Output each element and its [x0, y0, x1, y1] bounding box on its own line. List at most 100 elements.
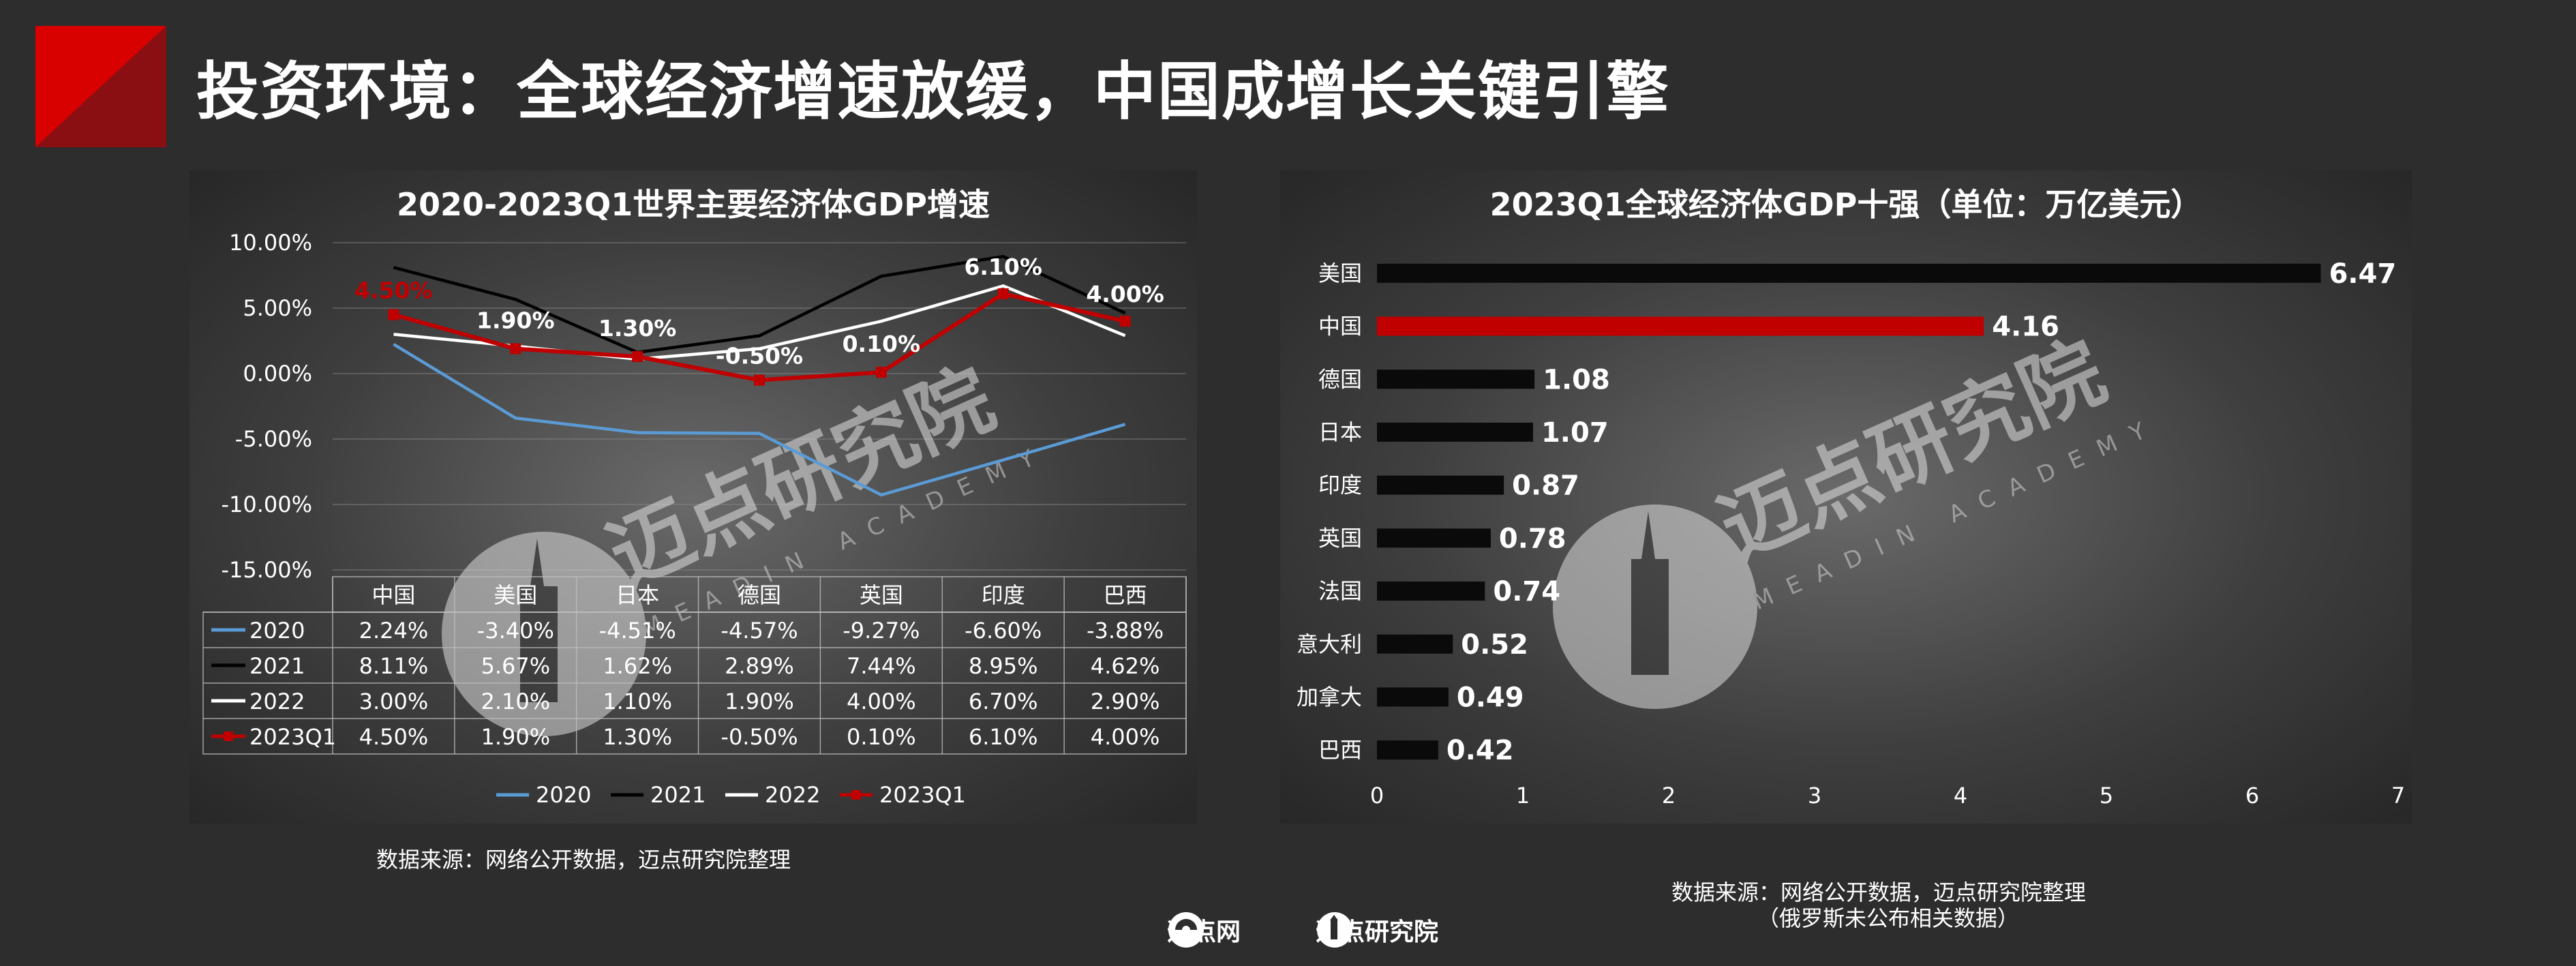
academy-logo-icon — [1317, 912, 1352, 948]
bar-德国 — [1377, 369, 1535, 389]
table-cell: -3.40% — [477, 618, 554, 644]
gdp-growth-chart-panel: 2020-2023Q1世界主要经济体GDP增速 10.00% 5.00% 0.00%… — [190, 170, 1197, 824]
y-tick-label: -5.00% — [235, 426, 312, 452]
x-tick-label: 3 — [1808, 783, 1821, 809]
data-label-2023q1: 4.50% — [354, 277, 433, 304]
y-tick-label: 0.00% — [243, 361, 312, 387]
legend-label: 2020 — [536, 782, 591, 808]
bar-value-label: 0.52 — [1461, 629, 1528, 661]
data-point-2023q1 — [997, 288, 1009, 299]
data-label-2023q1: 1.90% — [476, 307, 555, 334]
bar-value-label: 6.47 — [2329, 258, 2397, 290]
data-label-2023q1: 6.10% — [964, 254, 1042, 280]
x-tick-label: 0 — [1370, 783, 1384, 809]
y-category-label: 英国 — [1318, 525, 1362, 551]
y-tick-label: -10.00% — [221, 492, 312, 517]
x-tick-label: 6 — [2245, 783, 2259, 809]
legend-label: 2021 — [650, 782, 706, 808]
table-cell: -0.50% — [721, 724, 798, 750]
y-category-label: 巴西 — [1318, 737, 1362, 763]
table-cell: 3.00% — [359, 689, 429, 714]
table-cell: 1.30% — [603, 724, 672, 750]
table-cell: 6.10% — [969, 724, 1038, 750]
bar-英国 — [1377, 528, 1491, 548]
table-cell: 7.44% — [847, 653, 916, 679]
table-cell: -9.27% — [843, 618, 920, 644]
data-point-2023q1 — [754, 374, 765, 386]
table-cell: 0.10% — [847, 724, 916, 750]
watermark-tower-base-icon — [1631, 559, 1669, 675]
y-category-label: 法国 — [1318, 578, 1362, 604]
legend-label: 2022 — [765, 782, 820, 808]
gdp-growth-line-chart: 10.00%5.00%0.00%-5.00%-10.00%-15.00% 迈点研究… — [202, 230, 1187, 808]
y-tick-label: 5.00% — [243, 295, 312, 321]
x-tick-label: 1 — [1516, 783, 1530, 809]
bar-value-label: 1.08 — [1543, 364, 1610, 395]
right-chart-title: 2023Q1全球经济体GDP十强（单位：万亿美元） — [1489, 186, 2202, 223]
table-cell: 1.62% — [603, 653, 672, 679]
y-category-label: 日本 — [1318, 419, 1362, 445]
data-label-2023q1: 4.00% — [1086, 281, 1164, 307]
table-cell: 8.95% — [969, 653, 1038, 679]
bar-法国 — [1377, 582, 1485, 601]
table-cell: -4.51% — [599, 618, 676, 644]
bar-value-label: 0.74 — [1493, 576, 1560, 607]
watermark-tower-icon — [1641, 511, 1655, 559]
series-line-2020 — [393, 343, 1126, 497]
y-category-label: 美国 — [1318, 260, 1362, 286]
table-cell: 4.62% — [1091, 653, 1160, 679]
table-cell: 8.11% — [359, 653, 429, 679]
data-point-2023q1 — [632, 351, 643, 363]
bar-value-label: 0.87 — [1512, 470, 1579, 502]
gdp-top10-chart-panel: 2023Q1全球经济体GDP十强（单位：万亿美元） 迈点研究院 MEADIN AC… — [1280, 170, 2412, 824]
table-cell: -3.88% — [1087, 618, 1164, 644]
y-category-label: 德国 — [1318, 366, 1362, 392]
y-category-label: 加拿大 — [1297, 684, 1362, 710]
bar-巴西 — [1377, 740, 1438, 760]
category-label: 巴西 — [1104, 582, 1147, 608]
category-label: 中国 — [372, 582, 415, 608]
table-cell: 5.67% — [481, 653, 550, 679]
right-chart-source: 数据来源：网络公开数据，迈点研究院整理 — [1671, 879, 2087, 905]
y-tick-label: -15.00% — [221, 557, 312, 583]
y-category-label: 中国 — [1318, 314, 1362, 339]
bar-value-label: 0.78 — [1499, 523, 1566, 554]
table-cell: 6.70% — [969, 689, 1038, 714]
bar-美国 — [1377, 263, 2321, 283]
left-chart-source: 数据来源：网络公开数据，迈点研究院整理 — [376, 847, 791, 873]
bar-日本 — [1377, 422, 1533, 442]
table-cell: 4.00% — [1091, 724, 1160, 750]
footer-logo-academy: 迈点研究院 — [1316, 911, 1438, 949]
right-chart-source-note: （俄罗斯未公布相关数据） — [1757, 905, 2020, 931]
page-title: 投资环境：全球经济增速放缓，中国成增长关键引擎 — [196, 55, 1671, 128]
bar-意大利 — [1377, 634, 1453, 654]
table-cell: 2.90% — [1091, 689, 1160, 714]
bar-中国 — [1377, 316, 1984, 336]
table-legend-marker — [224, 731, 233, 741]
category-label: 美国 — [494, 582, 537, 608]
left-chart-title: 2020-2023Q1世界主要经济体GDP增速 — [397, 186, 990, 223]
table-series-name: 2022 — [249, 689, 305, 714]
table-series-name: 2023Q1 — [249, 724, 336, 750]
table-cell: -6.60% — [965, 618, 1042, 644]
bar-value-label: 1.07 — [1541, 417, 1609, 449]
x-tick-label: 5 — [2100, 783, 2113, 809]
footer-logo-meadin: 迈点网 — [1167, 911, 1241, 949]
table-cell: 4.00% — [847, 689, 916, 714]
watermark-tower-icon — [530, 539, 544, 586]
data-point-2023q1 — [875, 367, 887, 378]
table-cell: 4.50% — [359, 724, 429, 750]
category-label: 日本 — [616, 582, 659, 608]
x-tick-label: 2 — [1662, 783, 1676, 809]
table-series-name: 2020 — [249, 618, 305, 644]
legend-marker-2023q1 — [851, 790, 861, 800]
data-label-2023q1: -0.50% — [716, 343, 803, 369]
data-point-2023q1 — [1119, 316, 1131, 327]
data-point-2023q1 — [388, 309, 399, 320]
meadin-logo-icon — [1168, 912, 1204, 948]
table-cell: 2.10% — [481, 689, 550, 714]
table-cell: 1.90% — [725, 689, 794, 714]
data-point-2023q1 — [510, 343, 521, 354]
